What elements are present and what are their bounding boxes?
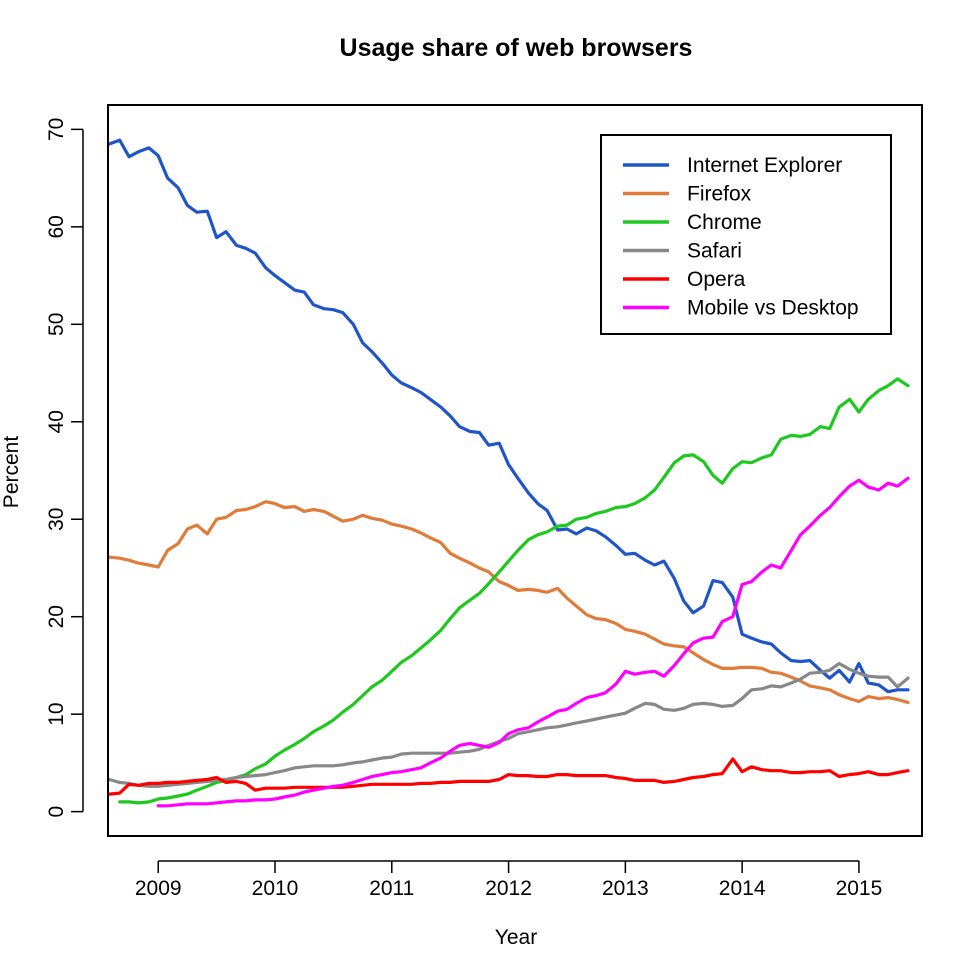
y-tick-label: 10 xyxy=(45,702,68,725)
x-tick-label: 2009 xyxy=(135,877,182,900)
legend-label: Internet Explorer xyxy=(687,154,842,177)
y-tick-label: 70 xyxy=(45,118,68,141)
y-tick-label: 20 xyxy=(45,605,68,628)
y-axis-label: Percent xyxy=(0,436,23,509)
y-tick-label: 60 xyxy=(45,215,68,238)
chart-title: Usage share of web browsers xyxy=(340,34,693,62)
plot-lines xyxy=(107,138,910,808)
series-line-internet-explorer xyxy=(107,138,910,694)
x-tick-label: 2011 xyxy=(369,877,414,900)
x-tick-label: 2010 xyxy=(252,877,299,900)
series-line-mobile-vs-desktop xyxy=(156,476,910,808)
x-tick-label: 2012 xyxy=(485,877,532,900)
series-line-safari xyxy=(107,661,910,788)
legend-label: Opera xyxy=(687,268,746,291)
legend-label: Safari xyxy=(687,240,742,263)
y-axis: 0 10 20 30 40 50 60 70 xyxy=(45,118,84,818)
x-axis-label: Year xyxy=(495,926,537,949)
legend-label: Mobile vs Desktop xyxy=(687,297,859,320)
legend-label: Firefox xyxy=(687,183,752,206)
legend-box xyxy=(600,134,892,335)
x-axis: 2009 2010 2011 2012 2013 2014 2015 xyxy=(135,860,883,900)
y-tick-label: 50 xyxy=(45,313,68,336)
series-line-opera xyxy=(107,757,910,796)
series-line-chrome xyxy=(118,377,910,805)
series-line-firefox xyxy=(107,500,910,705)
legend-label: Chrome xyxy=(687,211,762,234)
x-tick-label: 2014 xyxy=(719,877,766,900)
x-tick-label: 2015 xyxy=(836,877,883,900)
plot-frame xyxy=(107,104,923,837)
y-tick-label: 40 xyxy=(45,410,68,433)
legend: Internet Explorer Firefox Chrome Safari Oper… xyxy=(600,134,892,335)
x-tick-label: 2013 xyxy=(602,877,649,900)
y-tick-label: 30 xyxy=(45,508,68,531)
y-tick-label: 0 xyxy=(45,806,68,818)
